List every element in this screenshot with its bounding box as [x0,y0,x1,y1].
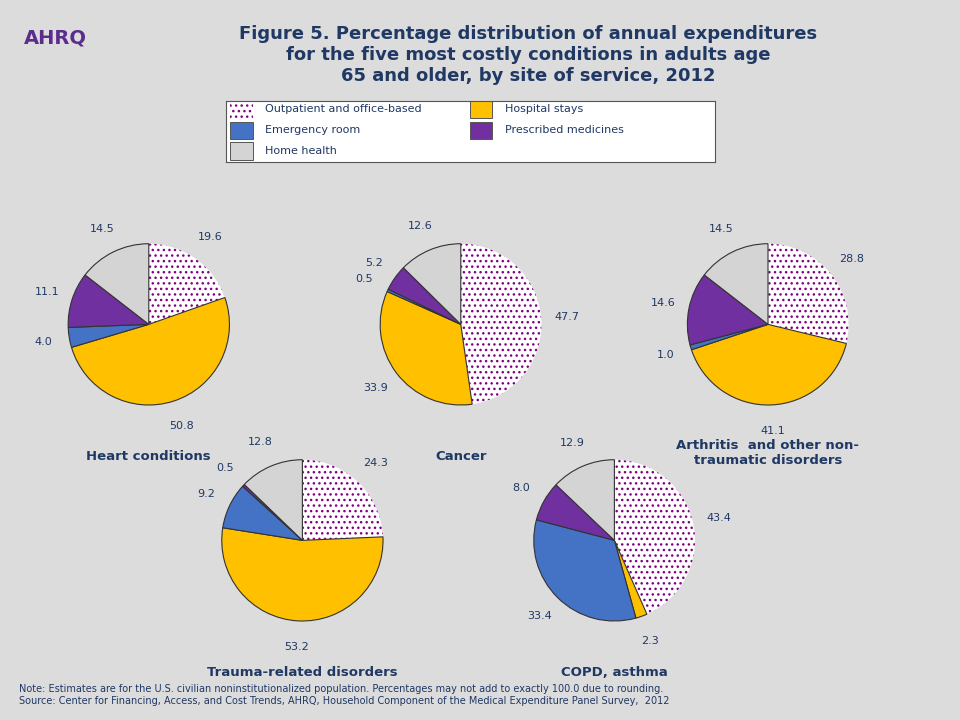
Wedge shape [68,275,149,328]
Text: 28.8: 28.8 [839,253,864,264]
Text: Note: Estimates are for the U.S. civilian noninstitutionalized population. Perce: Note: Estimates are for the U.S. civilia… [19,684,670,706]
Text: Hospital stays: Hospital stays [505,104,583,114]
Text: COPD, asthma: COPD, asthma [561,666,668,679]
Text: Outpatient and office-based: Outpatient and office-based [265,104,421,114]
Wedge shape [388,268,461,324]
Wedge shape [71,297,229,405]
FancyBboxPatch shape [470,101,492,118]
Wedge shape [68,324,149,347]
Wedge shape [537,485,614,540]
Wedge shape [243,485,302,540]
Text: 0.5: 0.5 [216,463,233,473]
Text: 14.5: 14.5 [89,224,114,234]
Text: 4.0: 4.0 [35,337,53,346]
Text: 12.8: 12.8 [249,438,274,447]
Text: 24.3: 24.3 [364,459,389,469]
Text: Heart conditions: Heart conditions [86,450,211,463]
Text: Figure 5. Percentage distribution of annual expenditures
for the five most costl: Figure 5. Percentage distribution of ann… [239,25,817,85]
Text: 2.3: 2.3 [641,636,659,646]
Text: Trauma-related disorders: Trauma-related disorders [207,666,397,679]
Wedge shape [768,243,849,343]
Wedge shape [614,540,647,618]
Text: 33.4: 33.4 [527,611,552,621]
Text: 14.6: 14.6 [651,298,676,308]
Text: AHRQ: AHRQ [24,29,87,48]
Text: 47.7: 47.7 [555,312,580,322]
Text: 12.6: 12.6 [407,221,432,231]
Wedge shape [387,289,461,324]
Wedge shape [614,460,695,614]
Text: 19.6: 19.6 [198,233,223,243]
Text: 12.9: 12.9 [560,438,585,448]
Text: 8.0: 8.0 [513,484,530,493]
Wedge shape [687,275,768,345]
Wedge shape [380,292,472,405]
Wedge shape [223,486,302,540]
Text: 43.4: 43.4 [707,513,731,523]
FancyBboxPatch shape [470,122,492,139]
Text: 11.1: 11.1 [36,287,60,297]
Wedge shape [302,460,383,540]
Text: Emergency room: Emergency room [265,125,360,135]
Text: 33.9: 33.9 [364,384,388,393]
Text: 14.5: 14.5 [708,224,733,234]
Text: 1.0: 1.0 [658,350,675,360]
Wedge shape [149,243,225,324]
FancyBboxPatch shape [230,122,252,139]
Text: 9.2: 9.2 [198,490,215,500]
FancyBboxPatch shape [230,143,252,160]
Wedge shape [690,324,768,350]
Text: Cancer: Cancer [435,450,487,463]
Text: 41.1: 41.1 [760,426,784,436]
Wedge shape [534,520,636,621]
Wedge shape [691,324,847,405]
Wedge shape [461,243,541,404]
Text: Prescribed medicines: Prescribed medicines [505,125,624,135]
Wedge shape [244,460,302,540]
Text: 53.2: 53.2 [284,642,309,652]
FancyBboxPatch shape [230,101,252,118]
Wedge shape [556,460,614,540]
Wedge shape [705,243,768,324]
Text: 5.2: 5.2 [365,258,383,268]
Wedge shape [85,243,149,324]
Text: Arthritis  and other non-
traumatic disorders: Arthritis and other non- traumatic disor… [677,439,859,467]
Wedge shape [403,243,461,324]
Text: 50.8: 50.8 [169,420,194,431]
Wedge shape [222,528,383,621]
Text: 0.5: 0.5 [355,274,373,284]
Text: Home health: Home health [265,146,337,156]
